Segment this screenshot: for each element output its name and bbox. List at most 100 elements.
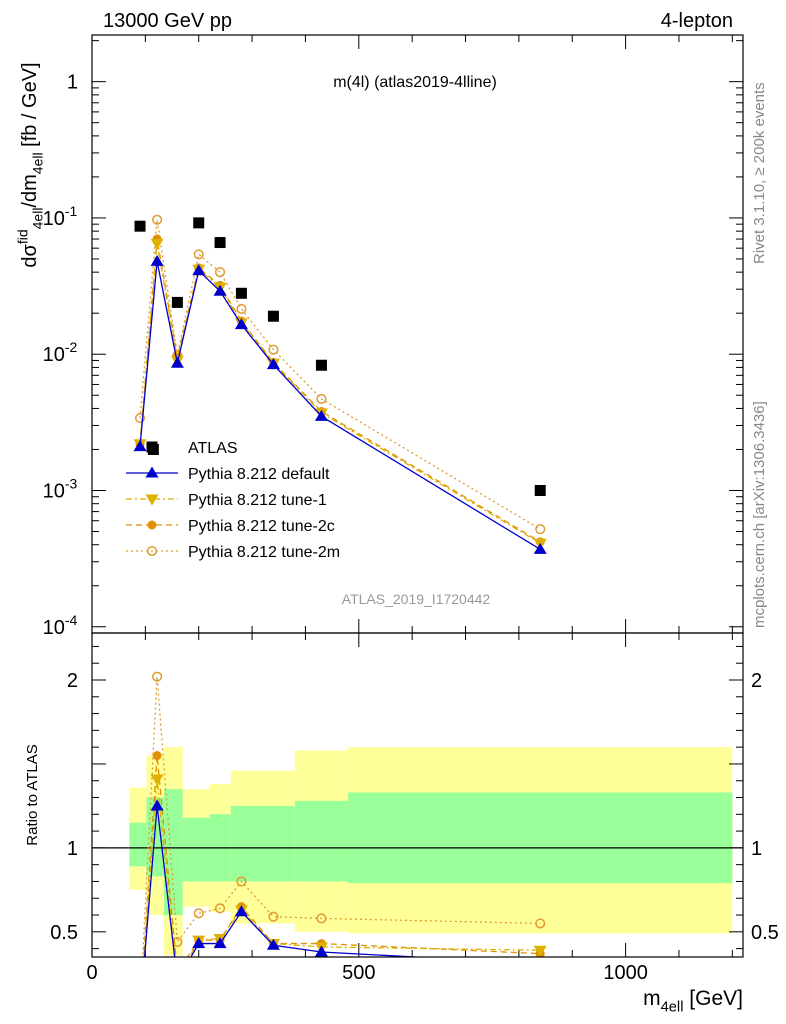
tune2m-marker	[152, 671, 163, 682]
default-marker	[170, 356, 184, 368]
ratio-band-inner	[348, 792, 733, 884]
watermark: ATLAS_2019_I1720442	[342, 591, 491, 607]
default-marker	[213, 284, 227, 296]
atlas-data-marker	[315, 359, 327, 371]
main-y-axis-label-text: dσfid4ell/dm4ell [fb / GeV]	[15, 62, 46, 267]
x-axis-label-text: m4ell [GeV]	[643, 987, 743, 1016]
default-marker	[134, 1005, 147, 1016]
default-marker	[266, 938, 280, 950]
y-tick-label: 10-4	[43, 612, 78, 639]
ratio-y-axis-label: Ratio to ATLAS	[24, 744, 41, 845]
tune1-marker	[150, 238, 164, 250]
atlas-data-marker	[134, 220, 146, 232]
ratio-band-inner	[182, 817, 210, 882]
default-marker	[266, 358, 280, 370]
ratio-y-tick-label: 2	[67, 670, 78, 692]
tune2m-marker	[136, 1005, 145, 1014]
tune2m-marker	[236, 303, 247, 314]
legend-default-marker	[145, 466, 159, 478]
legend-item-tune2m: Pythia 8.212 tune-2m	[126, 544, 340, 561]
default-marker	[234, 905, 248, 917]
default-marker	[133, 440, 147, 452]
ratio-y-tick-label: 1	[67, 838, 78, 860]
default-marker	[533, 542, 547, 554]
atlas-data-marker	[534, 484, 546, 496]
default-marker	[150, 799, 164, 811]
y-tick-label: 1	[67, 72, 78, 94]
y-tick-label: 10-1	[43, 203, 78, 230]
legend-label: Pythia 8.212 tune-1	[188, 492, 327, 509]
tune2m-marker	[268, 344, 279, 355]
tune2c-marker	[136, 1007, 145, 1016]
ratio-frame	[91, 632, 744, 958]
ratio-band-inner	[129, 822, 147, 867]
ratio-panel: 0.5 0.5 1 1 2 2 0 500 1000	[50, 632, 779, 1018]
tune1-line	[139, 243, 541, 544]
x-tick-label: 1000	[603, 962, 648, 984]
tune2m-marker	[535, 524, 546, 535]
legend-tune2c-marker	[147, 520, 157, 530]
tune2c-marker	[173, 968, 182, 977]
header-right: 4-lepton	[661, 10, 733, 32]
ratio-band-inner	[230, 805, 295, 882]
legend-label: Pythia 8.212 default	[188, 466, 330, 483]
atlas-data-marker	[193, 217, 205, 229]
x-axis-label: m4ell [GeV]	[643, 987, 743, 1016]
legend-label: ATLAS	[188, 440, 238, 457]
default-series	[133, 254, 547, 554]
legend-label: Pythia 8.212 tune-2m	[188, 544, 340, 561]
tune2m-marker	[268, 911, 279, 922]
side-label-bottom: mcplots.cern.ch [arXiv:1306.3436]	[751, 401, 768, 628]
y-tick-label: 10-2	[43, 339, 78, 366]
tune1-marker	[171, 974, 184, 985]
tune2m-marker	[193, 249, 204, 260]
default-marker	[534, 957, 547, 968]
ratio-band-inner	[294, 800, 349, 882]
ratio-y-tick-label-right: 0.5	[751, 922, 779, 944]
tune2m-marker	[215, 267, 226, 278]
tune2m-marker	[535, 918, 546, 929]
atlas-data-marker	[171, 296, 183, 308]
ratio-y-tick-label-right: 2	[751, 670, 762, 692]
default-series	[134, 799, 547, 1016]
ratio-y-tick-label-right: 1	[751, 838, 762, 860]
tune2c-marker	[152, 751, 162, 761]
tune1-marker	[150, 774, 164, 786]
legend-item-data: ATLAS	[146, 440, 238, 457]
tune2m-series	[136, 671, 546, 1014]
x-tick-label: 0	[86, 962, 97, 984]
tune2m-marker	[193, 908, 204, 919]
default-marker	[234, 318, 248, 330]
main-title: m(4l) (atlas2019-4lline)	[333, 74, 497, 91]
ratio-y-tick-label: 0.5	[50, 922, 78, 944]
tune2m-marker	[316, 913, 327, 924]
tune2m-marker	[316, 393, 327, 404]
tune2m-marker	[236, 876, 247, 887]
default-marker	[314, 409, 328, 421]
tune1-marker	[134, 1007, 147, 1018]
tune2m-series	[134, 214, 546, 535]
default-marker	[192, 264, 206, 276]
atlas-data-marker	[214, 237, 226, 249]
default-marker	[192, 937, 206, 949]
y-tick-label: 10-3	[43, 475, 78, 502]
side-label-top: Rivet 3.1.10, ≥ 200k events	[751, 82, 768, 264]
legend-item-default: Pythia 8.212 default	[126, 466, 330, 483]
tune2m-marker	[152, 214, 163, 225]
tune2m-marker	[215, 903, 226, 914]
tune2m-marker	[134, 413, 146, 424]
main-panel: 10-4 10-3 10-2 10-1 1 ATLAS Pythia 8.212 defau…	[43, 34, 744, 957]
legend-label: Pythia 8.212 tune-2c	[188, 518, 335, 535]
default-marker	[314, 945, 328, 957]
legend: ATLAS Pythia 8.212 default Pythia 8.212 tu…	[126, 440, 340, 561]
legend-data-marker	[146, 441, 158, 453]
atlas-data-marker	[235, 287, 247, 299]
x-tick-label: 500	[342, 962, 375, 984]
legend-item-tune2c: Pythia 8.212 tune-2c	[126, 518, 335, 535]
default-marker	[213, 937, 227, 949]
main-y-axis-label: dσfid4ell/dm4ell [fb / GeV]	[15, 62, 46, 267]
tune1-marker	[533, 945, 547, 957]
tune2m-line	[142, 676, 541, 957]
default-marker	[171, 974, 184, 985]
